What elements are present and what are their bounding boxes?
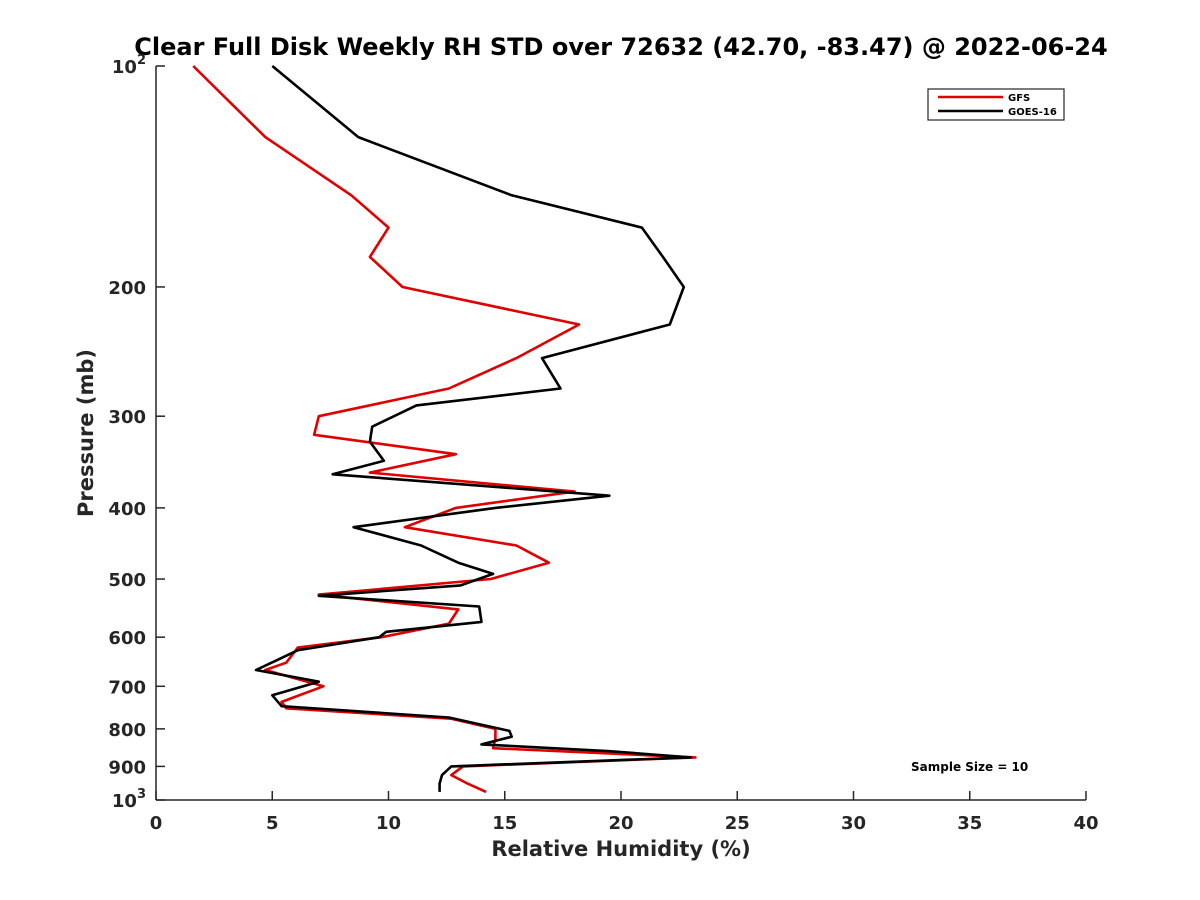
chart-title: Clear Full Disk Weekly RH STD over 72632… (134, 33, 1107, 61)
y-ticks: 102 200 300 400 500 600 700 800 900 103 (108, 53, 165, 812)
x-tick-label: 5 (266, 813, 279, 834)
y-tick-label: 600 (108, 628, 146, 649)
y-tick-label: 102 (112, 53, 146, 78)
y-tick-label: 400 (108, 499, 146, 520)
x-tick-label: 20 (608, 813, 633, 834)
x-tick-label: 0 (150, 813, 163, 834)
legend-box (927, 88, 1065, 121)
legend-label-goes16: GOES-16 (1008, 107, 1057, 118)
sample-size-annotation: Sample Size = 10 (911, 760, 1028, 774)
x-tick-label: 30 (841, 813, 866, 834)
x-tick-label: 25 (725, 813, 750, 834)
y-tick-label: 800 (108, 720, 146, 741)
y-tick-label: 200 (108, 278, 146, 299)
y-tick-label: 700 (108, 677, 146, 698)
series-lines (192, 64, 697, 794)
x-tick-label: 15 (492, 813, 517, 834)
y-tick-label: 300 (108, 407, 146, 428)
x-ticks: 0 5 10 15 20 25 30 35 40 (150, 791, 1099, 834)
y-tick-label: 500 (108, 570, 146, 591)
x-tick-label: 40 (1073, 813, 1098, 834)
legend: GFS GOES-16 (927, 88, 1065, 121)
series-line-gfs (192, 65, 697, 794)
plot-area: 0 5 10 15 20 25 30 35 40 102 200 300 400 500 600 700 80… (108, 53, 1098, 834)
x-tick-label: 10 (376, 813, 401, 834)
x-axis-label: Relative Humidity (%) (491, 837, 750, 861)
series-line-goes16 (254, 64, 693, 792)
y-axis-label: Pressure (mb) (74, 349, 98, 517)
y-tick-label: 900 (108, 757, 146, 778)
legend-label-gfs: GFS (1008, 93, 1030, 104)
y-tick-label: 103 (112, 787, 146, 812)
x-tick-label: 35 (957, 813, 982, 834)
